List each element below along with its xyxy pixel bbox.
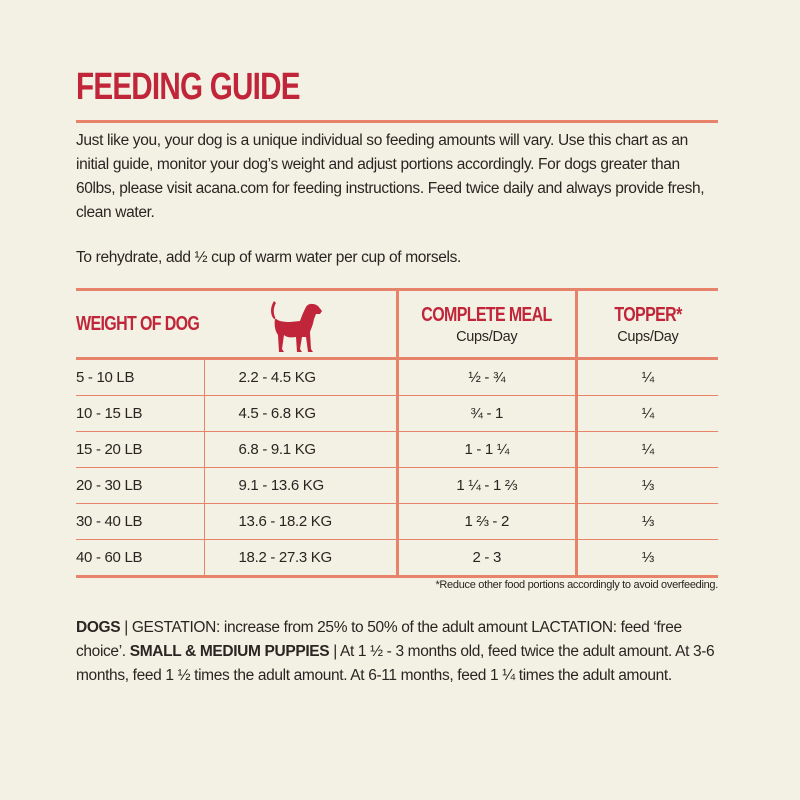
table-header-row: WEIGHT OF DOG COMPLETE MEAL Cups/Day TOP… <box>76 289 718 360</box>
dogs-text: | GESTATION: increase from 25% to 50% of… <box>76 619 682 660</box>
weight-kg-cell: 9.1 - 13.6 KG <box>203 467 398 504</box>
weight-lb-cell: 30 - 40 LB <box>76 503 204 540</box>
topper-header-label: TOPPER* <box>614 303 682 326</box>
weight-kg-cell: 13.6 - 18.2 KG <box>203 503 398 540</box>
complete-meal-cell: ½ - ¾ <box>395 358 577 396</box>
footnote: *Reduce other food portions accordingly … <box>435 579 718 591</box>
title-divider <box>76 120 718 123</box>
weight-lb-cell: 15 - 20 LB <box>76 431 204 468</box>
weight-kg-cell: 18.2 - 27.3 KG <box>203 539 398 578</box>
weight-lb-cell: 10 - 15 LB <box>76 395 204 432</box>
complete-meal-cell: 1 ¼ - 1 ⅔ <box>395 467 577 504</box>
dogs-label: DOGS <box>76 619 121 636</box>
complete-meal-cell: ¾ - 1 <box>395 395 577 432</box>
weight-header: WEIGHT OF DOG <box>76 289 398 360</box>
complete-meal-header-label: COMPLETE MEAL <box>421 303 553 326</box>
dog-silhouette-icon <box>271 301 322 352</box>
complete-meal-cell: 2 - 3 <box>395 539 577 578</box>
topper-cell: ⅓ <box>574 467 718 504</box>
topper-header: TOPPER* Cups/Day <box>574 289 718 360</box>
complete-meal-unit: Cups/Day <box>456 328 518 345</box>
topper-unit: Cups/Day <box>617 328 679 345</box>
weight-lb-cell: 40 - 60 LB <box>76 539 204 578</box>
page-title: FEEDING GUIDE <box>76 66 300 108</box>
weight-kg-cell: 2.2 - 4.5 KG <box>203 358 398 396</box>
puppies-label: SMALL & MEDIUM PUPPIES <box>129 643 330 660</box>
topper-cell: ⅓ <box>574 503 718 540</box>
weight-lb-cell: 5 - 10 LB <box>76 358 204 396</box>
feeding-table: WEIGHT OF DOG COMPLETE MEAL Cups/Day TOP… <box>76 288 718 578</box>
intro-paragraph: Just like you, your dog is a unique indi… <box>76 132 705 221</box>
complete-meal-cell: 1 ⅔ - 2 <box>395 503 577 540</box>
topper-cell: ⅓ <box>574 539 718 578</box>
weight-kg-cell: 6.8 - 9.1 KG <box>203 431 398 468</box>
puppies-text: | At 1 ½ - 3 months old, feed twice the … <box>76 643 715 684</box>
topper-cell: ¼ <box>574 431 718 468</box>
topper-cell: ¼ <box>574 395 718 432</box>
weight-kg-cell: 4.5 - 6.8 KG <box>203 395 398 432</box>
topper-cell: ¼ <box>574 358 718 396</box>
weight-lb-cell: 20 - 30 LB <box>76 467 204 504</box>
special-feeding-notes: DOGS | GESTATION: increase from 25% to 5… <box>76 616 718 688</box>
complete-meal-header: COMPLETE MEAL Cups/Day <box>395 289 577 360</box>
complete-meal-cell: 1 - 1 ¼ <box>395 431 577 468</box>
rehydrate-note: To rehydrate, add ½ cup of warm water pe… <box>76 249 461 266</box>
weight-header-label: WEIGHT OF DOG <box>76 312 200 335</box>
